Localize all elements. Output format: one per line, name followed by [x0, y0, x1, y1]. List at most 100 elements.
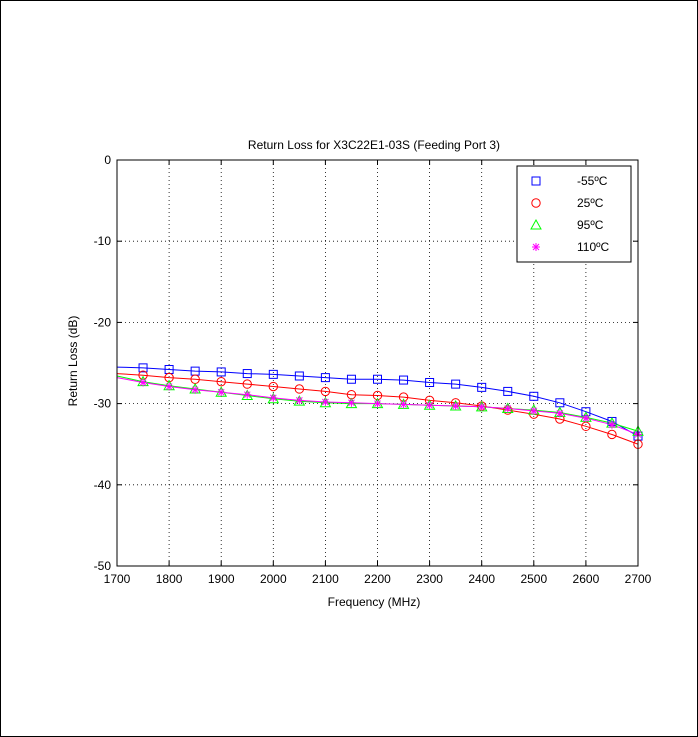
data-point-1-3-shape: [216, 376, 226, 387]
data-point-3-12: [451, 402, 460, 411]
data-point-3-11-stroke: [426, 401, 433, 409]
legend-marker-1: [531, 198, 541, 208]
data-point-1-6-shape: [294, 384, 305, 394]
data-point-3-18: [607, 420, 616, 429]
data-point-3-3: [217, 388, 226, 397]
data-point-0-14: [503, 386, 513, 396]
data-point-1-7-shape: [320, 386, 331, 397]
data-point-0-9: [373, 374, 382, 384]
data-point-0-13: [477, 382, 487, 392]
x-axis-label: Frequency (MHz): [328, 595, 421, 609]
data-point-3-17-stroke: [582, 414, 590, 422]
data-point-3-16-stroke: [556, 409, 564, 417]
legend-marker-3-stroke: [532, 243, 540, 251]
y-tick-label: -30: [94, 397, 112, 411]
data-point-3-6-stroke: [295, 396, 303, 404]
y-tick-label: -40: [94, 478, 112, 492]
x-tick-label: 2200: [364, 572, 391, 586]
data-point-0-7: [320, 373, 330, 383]
y-tick-label: -50: [94, 559, 112, 573]
data-point-1-5-shape: [268, 381, 278, 392]
x-tick-label: 2500: [520, 572, 547, 586]
data-point-1-4: [242, 379, 252, 389]
data-point-0-11-shape: [425, 377, 435, 387]
data-point-3-3-stroke: [217, 388, 225, 396]
y-axis-label: Return Loss (dB): [66, 316, 80, 407]
x-tick-label: 2100: [312, 572, 339, 586]
data-point-0-0: [138, 363, 148, 373]
plot-area: 1700 1800 1900 2000 2100 2200 2300 2400 2500 2600…: [94, 153, 652, 586]
data-point-1-18: [607, 429, 617, 440]
data-point-3-4: [243, 390, 252, 399]
data-point-3-1-stroke: [165, 383, 173, 390]
data-point-1-1: [164, 372, 174, 383]
data-point-3-13: [477, 402, 486, 411]
data-point-0-4-shape: [242, 369, 252, 379]
legend-box: [516, 165, 632, 263]
data-point-0-10-shape: [399, 375, 409, 385]
data-point-3-5-stroke: [269, 394, 277, 402]
data-point-3-0: [139, 378, 148, 387]
legend: -55ºC 25ºC 95ºC 110ºC: [516, 165, 632, 263]
data-point-3-10: [399, 400, 408, 409]
data-point-3-6: [295, 396, 304, 405]
data-point-3-5: [269, 393, 278, 402]
data-point-0-5-shape: [268, 369, 278, 379]
y-tick-label: -10: [94, 234, 112, 248]
data-point-3-7: [321, 397, 330, 406]
x-tick-label: 2300: [416, 572, 443, 586]
x-tick-label: 2000: [260, 572, 287, 586]
series-line-1: [116, 373, 639, 445]
data-point-3-13-stroke: [478, 403, 486, 411]
data-point-0-9-shape: [373, 374, 382, 384]
x-tick-label: 1800: [156, 572, 183, 586]
data-point-3-17: [581, 414, 590, 423]
chart-title: Return Loss for X3C22E1-03S (Feeding Por…: [248, 138, 500, 152]
data-point-3-14: [503, 404, 512, 413]
data-point-0-3: [216, 367, 226, 377]
data-point-0-3-shape: [216, 367, 226, 377]
data-point-3-18-stroke: [608, 421, 616, 429]
legend-label-0: -55ºC: [577, 174, 608, 188]
data-point-0-10: [399, 375, 409, 385]
data-point-3-8: [347, 398, 356, 407]
data-point-3-11: [425, 401, 434, 410]
data-point-1-3: [216, 376, 226, 387]
data-point-0-11: [425, 377, 435, 387]
data-point-0-12-shape: [451, 379, 461, 389]
data-point-0-15-shape: [529, 391, 539, 401]
x-tick-label: 1900: [208, 572, 235, 586]
data-point-3-9-stroke: [374, 400, 381, 407]
data-point-0-8: [346, 374, 356, 384]
data-point-3-9: [373, 399, 382, 408]
data-point-3-1: [165, 382, 174, 391]
data-point-3-2: [191, 385, 200, 394]
data-point-0-13-shape: [477, 382, 487, 392]
data-point-1-7: [320, 386, 331, 397]
data-point-3-8-stroke: [348, 399, 355, 407]
data-point-0-7-shape: [320, 373, 330, 383]
x-tick-label: 2700: [625, 572, 652, 586]
data-point-0-6: [294, 371, 304, 381]
data-point-1-18-shape: [607, 429, 617, 440]
data-point-0-6-shape: [294, 371, 304, 381]
data-point-3-7-stroke: [322, 398, 329, 406]
y-tick-label: 0: [104, 153, 111, 167]
legend-marker-2: [530, 218, 542, 230]
data-point-1-1-shape: [164, 372, 174, 383]
y-tick-label: -20: [94, 315, 112, 329]
series-line-0: [116, 366, 639, 437]
legend-marker-3: [532, 243, 540, 251]
data-point-1-4-shape: [242, 379, 252, 389]
data-point-0-0-shape: [138, 363, 148, 373]
data-point-3-2-stroke: [191, 386, 199, 394]
data-point-3-16: [555, 409, 564, 418]
data-point-3-12-stroke: [452, 402, 460, 410]
legend-label-1: 25ºC: [577, 196, 604, 210]
data-point-0-12: [451, 379, 461, 389]
x-tick-label: 1700: [104, 572, 131, 586]
data-point-0-5: [268, 369, 278, 379]
legend-label-2: 95ºC: [577, 218, 604, 232]
data-point-1-5: [268, 381, 278, 392]
